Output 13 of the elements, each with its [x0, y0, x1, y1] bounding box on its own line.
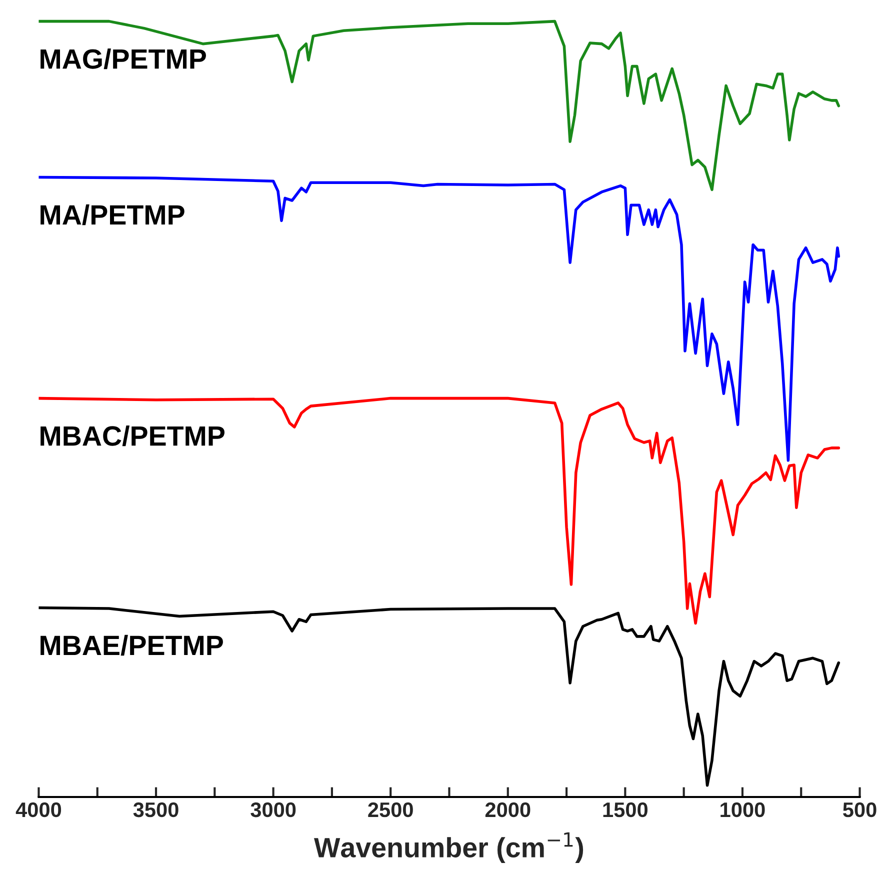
series-label: MAG/PETMP [40, 48, 206, 70]
x-tick-label: 1500 [603, 802, 648, 818]
x-tick-label: 2500 [368, 802, 413, 818]
series-label: MA/PETMP [40, 204, 184, 226]
x-axis-title: Wavenumber (cm$^{−1}$) [314, 832, 584, 863]
x-tick-label: 3500 [133, 802, 178, 818]
x-tick-label: 500 [843, 802, 876, 818]
x-tick-label: 4000 [16, 802, 62, 818]
x-tick-label: 2000 [485, 802, 530, 818]
series-label: MBAC/PETMP [40, 425, 224, 446]
x-tick-label: 3000 [250, 802, 296, 818]
series-label: MBAE/PETMP [40, 634, 223, 656]
x-tick-label: 1000 [720, 802, 765, 818]
